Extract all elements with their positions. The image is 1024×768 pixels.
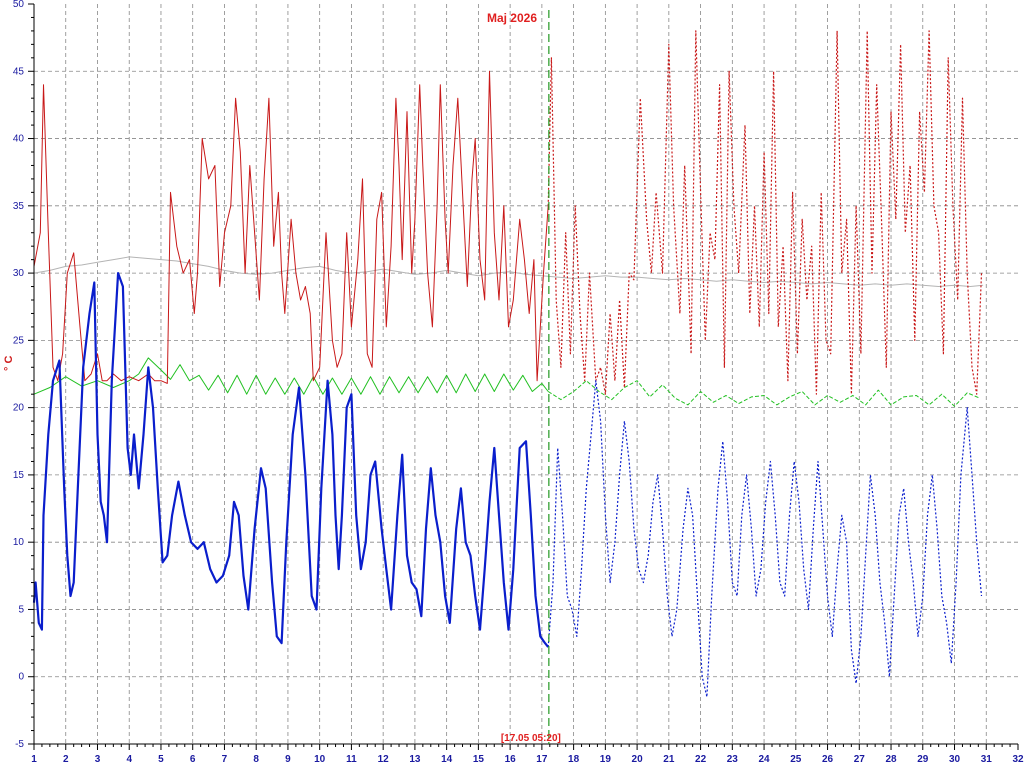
x-tick-label: 18 bbox=[568, 754, 580, 765]
x-tick-label: 1 bbox=[31, 754, 37, 765]
series-line-max bbox=[33, 70, 549, 384]
series-line-min bbox=[32, 272, 550, 648]
series-line-ref bbox=[33, 256, 984, 287]
y-tick-label: 25 bbox=[13, 335, 25, 346]
x-tick-label: 25 bbox=[790, 754, 802, 765]
x-tick-label: 5 bbox=[158, 754, 164, 765]
x-tick-label: 29 bbox=[917, 754, 929, 765]
x-tick-label: 30 bbox=[949, 754, 961, 765]
y-axis-label: ° C bbox=[3, 355, 15, 370]
x-tick-label: 24 bbox=[759, 754, 771, 765]
x-tick-label: 17 bbox=[536, 754, 548, 765]
x-tick-label: 13 bbox=[409, 754, 421, 765]
x-tick-label: 14 bbox=[441, 754, 453, 765]
x-tick-label: 6 bbox=[190, 754, 196, 765]
x-tick-label: 31 bbox=[981, 754, 993, 765]
now-marker-label: [17.05 05:20] bbox=[501, 733, 561, 744]
x-tick-label: 3 bbox=[95, 754, 101, 765]
x-tick-label: 11 bbox=[346, 754, 357, 765]
y-tick-label: 20 bbox=[13, 403, 25, 414]
x-tick-label: 32 bbox=[1012, 754, 1024, 765]
y-tick-label: 5 bbox=[18, 604, 24, 615]
series-line-min-forecast bbox=[547, 380, 983, 698]
x-tick-label: 28 bbox=[885, 754, 897, 765]
x-tick-label: 16 bbox=[505, 754, 517, 765]
x-tick-label: 8 bbox=[253, 754, 259, 765]
x-tick-label: 10 bbox=[314, 754, 326, 765]
x-tick-label: 9 bbox=[285, 754, 291, 765]
x-tick-label: 23 bbox=[727, 754, 739, 765]
x-tick-label: 12 bbox=[378, 754, 390, 765]
y-tick-label: 10 bbox=[13, 537, 25, 548]
series-line-max-forecast bbox=[547, 30, 983, 395]
y-tick-label: -5 bbox=[15, 739, 24, 750]
chart-title: Maj 2026 bbox=[487, 11, 537, 25]
y-tick-label: 50 bbox=[13, 0, 25, 10]
x-tick-label: 4 bbox=[126, 754, 132, 765]
x-tick-label: 2 bbox=[63, 754, 69, 765]
chart-labels: Maj 2026 [17.05 05:20] ° C bbox=[3, 11, 561, 744]
series-lines bbox=[32, 30, 984, 698]
x-tick-label: 27 bbox=[854, 754, 866, 765]
y-tick-label: 45 bbox=[13, 66, 25, 77]
x-tick-label: 21 bbox=[663, 754, 675, 765]
x-tick-label: 15 bbox=[473, 754, 485, 765]
x-tick-label: 22 bbox=[695, 754, 707, 765]
y-tick-label: 40 bbox=[13, 134, 25, 145]
x-tick-label: 7 bbox=[222, 754, 228, 765]
y-tick-label: 0 bbox=[18, 672, 24, 683]
x-tick-label: 19 bbox=[600, 754, 612, 765]
x-tick-label: 26 bbox=[822, 754, 834, 765]
series-line-avg-forecast bbox=[547, 380, 981, 407]
y-tick-label: 35 bbox=[13, 201, 25, 212]
y-tick-label: 15 bbox=[13, 470, 25, 481]
x-tick-label: 20 bbox=[632, 754, 644, 765]
y-tick-label: 30 bbox=[13, 268, 25, 279]
